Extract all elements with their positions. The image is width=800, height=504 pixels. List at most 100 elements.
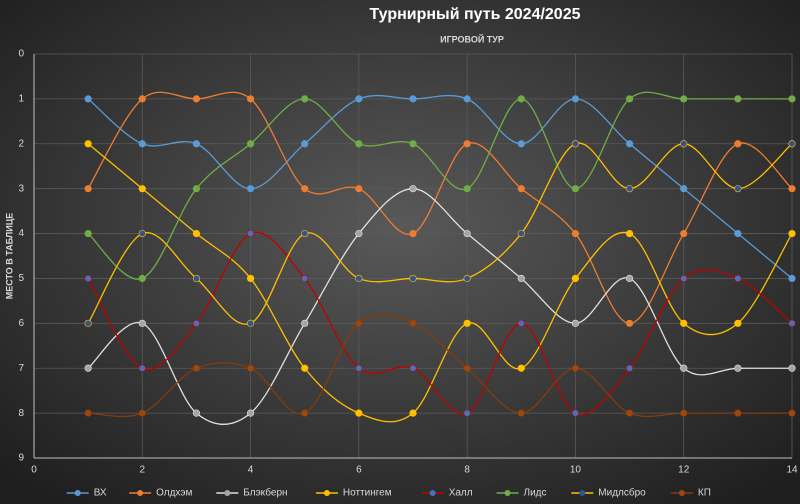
data-point [571, 319, 580, 327]
x-tick-label: 6 [356, 465, 362, 476]
y-tick-label: 0 [18, 49, 24, 60]
series-line [87, 94, 793, 279]
data-point [246, 185, 255, 193]
data-point [355, 229, 363, 238]
data-point [463, 95, 471, 103]
legend-label: Блэкберн [243, 487, 287, 499]
data-point [463, 409, 471, 417]
data-point [301, 140, 309, 148]
y-tick-label: 1 [18, 94, 24, 105]
data-point [138, 229, 146, 238]
data-point [517, 274, 525, 283]
data-point [625, 95, 634, 103]
data-point [409, 140, 417, 148]
data-point [517, 364, 525, 372]
data-point [192, 140, 201, 148]
data-point [301, 409, 309, 417]
data-point [301, 364, 309, 372]
data-point [138, 409, 146, 417]
data-point [788, 95, 796, 103]
data-point [571, 274, 580, 283]
data-point [192, 229, 201, 238]
data-point [788, 274, 796, 283]
data-point [246, 229, 255, 238]
data-point [625, 364, 634, 372]
data-point [246, 364, 255, 372]
data-point [680, 274, 688, 283]
chart-title: Турнирный путь 2024/2025 [369, 6, 580, 23]
data-point [680, 185, 688, 193]
data-point [680, 140, 688, 148]
x-axis-title: ИГРОВОЙ ТУР [440, 33, 504, 44]
data-point [355, 364, 363, 372]
data-point [734, 140, 742, 148]
data-point [734, 185, 742, 193]
data-point [301, 229, 309, 238]
data-point [409, 229, 417, 238]
data-point [788, 409, 796, 417]
data-point [355, 140, 363, 148]
data-point [517, 229, 525, 238]
data-point [138, 185, 146, 193]
legend-label: КП [698, 488, 711, 499]
data-point [355, 319, 363, 327]
data-point [734, 364, 742, 372]
legend-marker [429, 490, 436, 496]
data-point [84, 409, 92, 417]
data-point [788, 229, 796, 238]
data-point [138, 274, 146, 283]
data-point [517, 95, 525, 103]
data-point [463, 274, 471, 283]
data-point [84, 229, 92, 238]
data-point [355, 409, 363, 417]
data-point [409, 185, 417, 193]
data-point [571, 409, 580, 417]
data-point [246, 274, 255, 283]
data-point [734, 95, 742, 103]
legend-marker [323, 490, 330, 496]
data-point [246, 95, 255, 103]
data-point [192, 95, 201, 103]
data-point [409, 409, 417, 417]
series-line [88, 314, 792, 418]
legend-marker [137, 490, 144, 496]
legend-marker [74, 490, 81, 496]
data-point [355, 95, 363, 103]
legend-marker [579, 490, 586, 496]
legend-label: Ноттингем [343, 488, 392, 499]
data-point [734, 229, 742, 238]
data-point [355, 185, 363, 193]
data-point [625, 229, 634, 238]
legend-label: Мидлсбро [598, 487, 646, 499]
data-point [571, 229, 580, 238]
data-point [301, 274, 309, 283]
data-point [301, 185, 309, 193]
x-tick-label: 14 [786, 465, 798, 476]
y-tick-label: 7 [18, 363, 24, 374]
x-tick-label: 0 [31, 465, 37, 476]
data-point [192, 185, 201, 193]
legend-marker [224, 490, 231, 496]
data-point [517, 185, 525, 193]
data-point [192, 274, 201, 283]
data-point [138, 140, 146, 148]
data-point [571, 95, 580, 103]
data-point [625, 319, 634, 327]
data-point [680, 319, 688, 327]
x-tick-label: 8 [464, 465, 470, 476]
data-point [625, 409, 634, 417]
y-tick-label: 5 [18, 273, 24, 284]
data-point [517, 409, 525, 417]
data-point [84, 364, 92, 372]
data-point [517, 140, 525, 148]
legend-label: Лидс [524, 488, 547, 499]
data-point [463, 229, 471, 238]
data-point [788, 185, 796, 193]
legend-marker [504, 490, 511, 496]
y-tick-label: 9 [18, 453, 24, 464]
data-point [138, 364, 146, 372]
data-point [84, 274, 92, 283]
data-point [571, 364, 580, 372]
data-point [409, 319, 417, 327]
x-tick-label: 10 [570, 465, 582, 476]
